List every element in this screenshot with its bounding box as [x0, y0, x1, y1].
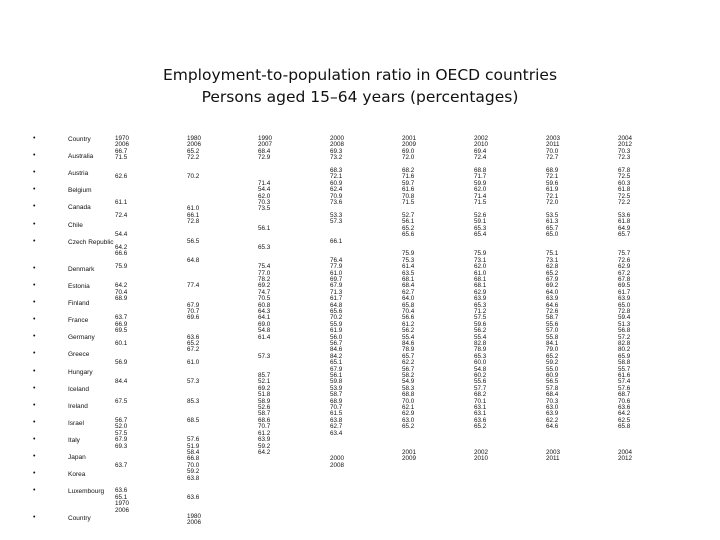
bullet-icon: •: [33, 487, 36, 494]
value-column: 2003 2011 70.0 72.7 68.9 72.1 59.6 61.9 …: [546, 135, 561, 463]
bullet-icon: •: [33, 350, 36, 357]
slide-title: Employment-to-population ratio in OECD c…: [0, 64, 720, 108]
bullet-icon: •: [33, 419, 36, 426]
value-column: 2002 2010 69.4 72.4 68.8 71.7 59.9 62.0 …: [474, 135, 489, 463]
value-column: 2004 2012 70.3 72.3 67.8 72.5 60.3 61.8 …: [618, 135, 633, 463]
bullet-icon: •: [33, 265, 36, 272]
bullet-icon: •: [33, 135, 36, 142]
bullet-icon: •: [33, 368, 36, 375]
row-label: Iceland: [68, 386, 89, 393]
bullet-icon: •: [33, 470, 36, 477]
row-label: Ireland: [68, 403, 88, 410]
bullet-icon: •: [33, 436, 36, 443]
bullet-icon: •: [33, 385, 36, 392]
bullet-icon: •: [33, 238, 36, 245]
bullet-icon: •: [33, 282, 36, 289]
bullet-icon: •: [33, 152, 36, 159]
bullet-icon: •: [33, 316, 36, 323]
row-label: Czech Republic: [68, 239, 114, 246]
row-label: Australia: [68, 153, 94, 160]
value-column: 1970 2006 66.7 71.5 62.6 61.1 72.4 54.4 …: [115, 135, 130, 514]
row-label: Germany: [68, 334, 95, 341]
value-column: 2001 2009 69.0 72.0 68.2 71.6 59.7 61.6 …: [402, 135, 417, 463]
bullet-icon: •: [33, 186, 36, 193]
row-label: France: [68, 317, 89, 324]
row-label: Korea: [68, 471, 86, 478]
bullet-icon: •: [33, 402, 36, 409]
value-column: 2000 2008 69.3 73.2 68.3 72.1 60.9 62.4 …: [330, 135, 345, 469]
row-label: Chile: [68, 222, 83, 229]
row-label: Country: [68, 136, 91, 143]
title-line-1: Employment-to-population ratio in OECD c…: [162, 66, 558, 84]
bullet-icon: •: [33, 333, 36, 340]
row-label: Greece: [68, 351, 90, 358]
bullet-icon: •: [33, 453, 36, 460]
row-label: Denmark: [68, 266, 95, 273]
row-label: Italy: [68, 437, 80, 444]
row-label: Canada: [68, 204, 91, 211]
row-label: Luxembourg: [68, 488, 105, 495]
bullet-icon: •: [33, 514, 36, 521]
value-column: 1990 2007 68.4 72.9 71.4 54.4 62.0 70.3 …: [258, 135, 273, 456]
bullet-icon: •: [33, 169, 36, 176]
row-label: Finland: [68, 300, 90, 307]
title-line-2: Persons aged 15–64 years (percentages): [201, 88, 519, 106]
row-label: Estonia: [68, 283, 90, 290]
row-label: Israel: [68, 420, 84, 427]
row-label: Hungary: [68, 369, 93, 376]
row-label: Country: [68, 515, 91, 522]
value-column: 1980 2006 65.2 72.2 70.2 61.0 66.1 72.8 …: [187, 135, 202, 527]
bullet-icon: •: [33, 221, 36, 228]
bullet-icon: •: [33, 203, 36, 210]
row-label: Japan: [68, 454, 86, 461]
row-label: Austria: [68, 170, 89, 177]
row-label: Belgium: [68, 187, 92, 194]
bullet-icon: •: [33, 299, 36, 306]
